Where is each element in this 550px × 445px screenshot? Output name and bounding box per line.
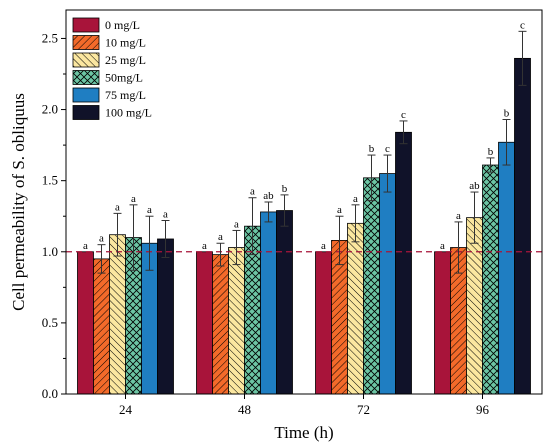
- bar-hatch-72-2: [347, 223, 364, 394]
- legend-label-0: 0 mg/L: [105, 18, 140, 32]
- plot-frame: [65, 9, 543, 395]
- y-tick-label-2.0: 2.0: [42, 102, 58, 117]
- significance-label-96-2: ab: [469, 180, 480, 192]
- bar-hatch-24-2: [109, 234, 126, 394]
- significance-label-96-5: c: [520, 19, 525, 31]
- bar-96-5: [514, 57, 531, 395]
- bar-hatch-96-1: [450, 247, 467, 394]
- significance-label-96-4: b: [504, 108, 510, 120]
- significance-label-96-1: a: [456, 210, 461, 222]
- legend-swatch-hatch-2: [73, 53, 99, 67]
- bar-hatch-24-3: [125, 237, 142, 394]
- y-tick-label-0.0: 0.0: [42, 386, 58, 401]
- bar-72-5: [395, 131, 412, 395]
- x-tick-label-24: 24: [119, 402, 133, 417]
- legend-swatch-4: [72, 87, 100, 103]
- bar-72-0: [315, 251, 332, 395]
- bar-24-0: [77, 251, 94, 395]
- bar-72-4: [379, 173, 396, 395]
- y-tick-label-1.5: 1.5: [42, 173, 58, 188]
- y-tick-label-2.5: 2.5: [42, 30, 58, 45]
- significance-label-24-3: a: [131, 193, 136, 205]
- legend-label-2: 25 mg/L: [105, 53, 146, 67]
- bar-hatch-48-3: [244, 226, 261, 394]
- y-tick-label-1.0: 1.0: [42, 244, 58, 259]
- significance-label-24-1: a: [99, 233, 104, 245]
- legend-label-3: 50mg/L: [105, 71, 143, 85]
- legend-label-5: 100 mg/L: [105, 106, 152, 120]
- significance-label-24-0: a: [83, 240, 88, 252]
- bar-hatch-72-1: [331, 240, 348, 394]
- significance-label-24-5: a: [163, 208, 168, 220]
- significance-label-48-2: a: [234, 218, 239, 230]
- bar-hatch-96-3: [482, 165, 499, 394]
- bar-48-0: [196, 251, 213, 395]
- bar-48-4: [260, 211, 277, 395]
- bar-96-0: [434, 251, 451, 395]
- significance-label-72-4: c: [385, 143, 390, 155]
- x-tick-label-48: 48: [238, 402, 251, 417]
- significance-label-72-3: b: [369, 143, 375, 155]
- significance-label-48-1: a: [218, 231, 223, 243]
- y-axis-title: Cell permeability of S. obliquus: [9, 93, 28, 311]
- significance-label-72-2: a: [353, 193, 358, 205]
- bar-hatch-48-1: [212, 254, 229, 394]
- legend-swatch-hatch-1: [73, 35, 99, 50]
- significance-label-72-0: a: [321, 240, 326, 252]
- legend-label-1: 10 mg/L: [105, 36, 146, 50]
- bar-hatch-48-2: [228, 247, 245, 394]
- x-tick-label-96: 96: [476, 402, 490, 417]
- significance-label-48-0: a: [202, 240, 207, 252]
- significance-label-24-2: a: [115, 201, 120, 213]
- bar-24-5: [157, 238, 174, 395]
- bar-hatch-72-3: [363, 177, 380, 394]
- legend-swatch-hatch-3: [73, 70, 99, 85]
- x-tick-label-72: 72: [357, 402, 370, 417]
- significance-label-48-3: a: [250, 186, 255, 198]
- bar-hatch-24-1: [93, 258, 110, 394]
- x-axis-title: Time (h): [274, 423, 333, 442]
- significance-label-48-5: b: [282, 183, 288, 195]
- y-tick-label-0.5: 0.5: [42, 315, 58, 330]
- bar-hatch-96-2: [466, 217, 483, 394]
- significance-label-96-0: a: [440, 240, 445, 252]
- legend-swatch-0: [72, 17, 100, 33]
- legend-swatch-5: [72, 105, 100, 120]
- bar-48-5: [276, 210, 293, 395]
- significance-label-72-5: c: [401, 109, 406, 121]
- significance-label-24-4: a: [147, 204, 152, 216]
- bar-96-4: [498, 141, 515, 395]
- significance-label-72-1: a: [337, 204, 342, 216]
- significance-label-48-4: ab: [263, 190, 274, 202]
- legend-label-4: 75 mg/L: [105, 88, 146, 102]
- significance-label-96-3: b: [488, 146, 494, 158]
